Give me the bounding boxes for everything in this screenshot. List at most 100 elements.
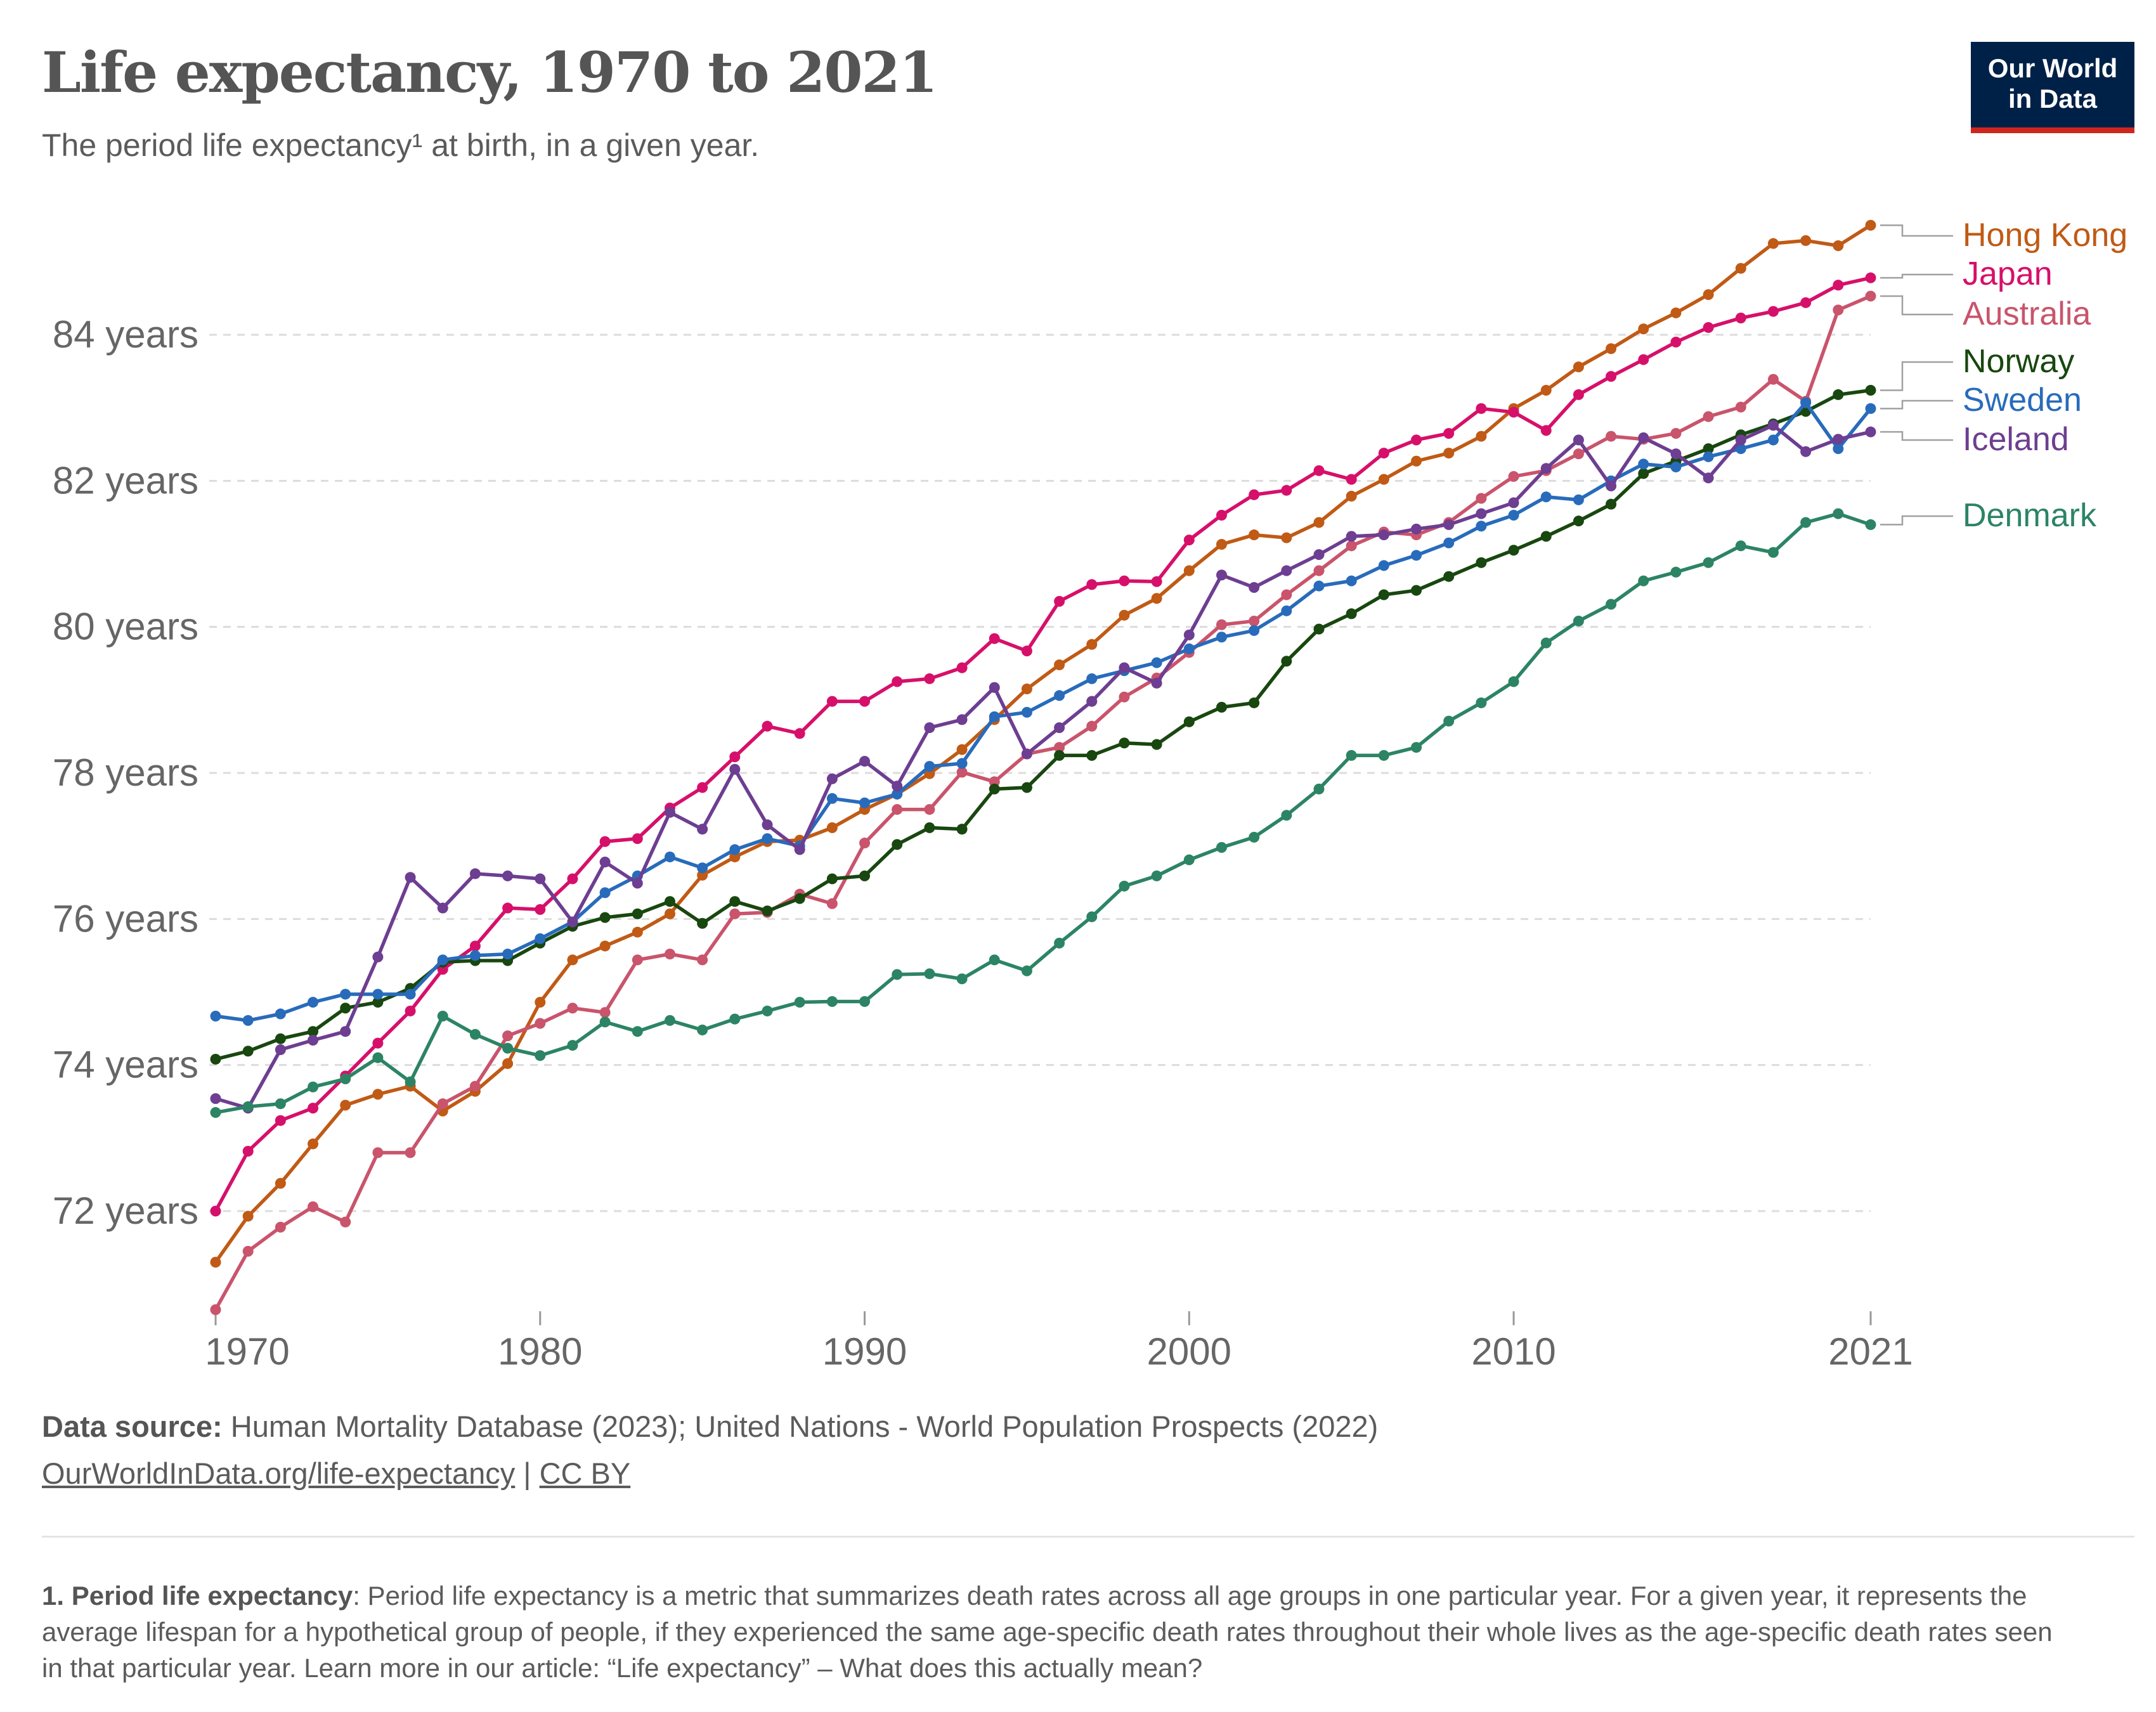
license-link[interactable]: CC BY <box>539 1456 631 1490</box>
data-point <box>632 954 643 966</box>
data-point <box>1703 557 1714 568</box>
data-point <box>1508 509 1519 521</box>
data-point <box>1313 565 1325 576</box>
legend-connector <box>1880 399 1953 410</box>
data-point <box>1249 489 1260 500</box>
data-point <box>437 1011 448 1022</box>
data-point <box>1054 690 1065 701</box>
data-point <box>1119 881 1130 892</box>
data-point <box>340 1099 351 1111</box>
data-point <box>826 696 838 707</box>
data-point <box>1606 599 1617 610</box>
data-point <box>242 1245 254 1257</box>
separator: | <box>515 1456 540 1490</box>
data-point <box>1540 637 1552 649</box>
data-point <box>697 824 708 835</box>
data-point <box>1346 531 1357 542</box>
data-point <box>1054 937 1065 949</box>
data-point <box>372 997 384 1008</box>
data-point <box>1606 343 1617 354</box>
data-point <box>1540 463 1552 474</box>
data-point <box>1378 589 1389 600</box>
data-point <box>242 1046 254 1057</box>
series-norway <box>210 385 1876 1065</box>
data-point <box>567 1040 578 1051</box>
source-url-link[interactable]: OurWorldInData.org/life-expectancy <box>42 1456 516 1490</box>
footnote-article-link[interactable]: “Life expectancy” – What does this actua… <box>607 1653 1203 1683</box>
data-point <box>1216 569 1227 581</box>
data-point <box>729 896 741 907</box>
data-point <box>502 1042 514 1054</box>
data-point <box>437 954 448 966</box>
data-source-text: Human Mortality Database (2023); United … <box>222 1410 1379 1443</box>
data-point <box>1346 608 1357 619</box>
data-point <box>1183 643 1195 654</box>
data-point <box>1313 517 1325 528</box>
data-point <box>567 916 578 928</box>
data-point <box>502 949 514 960</box>
data-point <box>1183 565 1195 576</box>
data-point <box>1703 472 1714 484</box>
legend-connector <box>1880 224 1953 237</box>
data-point <box>535 904 546 915</box>
data-point <box>664 949 675 960</box>
data-point <box>210 1107 221 1119</box>
data-point <box>664 807 675 818</box>
data-point <box>1800 397 1812 408</box>
data-point <box>1443 427 1455 439</box>
data-point <box>1865 426 1876 438</box>
data-point <box>1735 540 1746 552</box>
data-point <box>1833 508 1844 519</box>
data-point <box>859 838 871 849</box>
data-point <box>1865 290 1876 302</box>
series-line <box>215 512 1871 1115</box>
series-japan <box>210 272 1876 1217</box>
data-point <box>1540 385 1552 396</box>
data-point <box>1800 517 1812 528</box>
data-point <box>956 744 968 755</box>
data-point <box>1281 484 1292 496</box>
data-point <box>1767 434 1779 446</box>
legend-label: Australia <box>1963 295 2091 332</box>
data-point <box>1638 432 1649 443</box>
data-point <box>1086 673 1098 684</box>
data-point <box>469 940 481 952</box>
data-point <box>1540 425 1552 436</box>
data-point <box>599 1016 611 1028</box>
data-point <box>826 793 838 804</box>
data-point <box>1313 549 1325 561</box>
data-point <box>1021 748 1032 760</box>
data-point <box>989 783 1000 794</box>
data-point <box>275 1177 286 1189</box>
data-point <box>1119 691 1130 703</box>
data-point <box>729 844 741 855</box>
data-point <box>1735 434 1746 446</box>
data-point <box>1800 235 1812 246</box>
data-point <box>405 1147 416 1158</box>
data-point <box>1086 696 1098 707</box>
data-point <box>1346 491 1357 502</box>
data-point <box>1183 854 1195 866</box>
data-point <box>1833 280 1844 291</box>
data-point <box>1281 532 1292 543</box>
data-point <box>1151 677 1162 689</box>
data-point <box>989 682 1000 693</box>
legend-label: Iceland <box>1963 421 2069 458</box>
data-point <box>1606 480 1617 491</box>
data-point <box>1183 629 1195 640</box>
data-point <box>1249 625 1260 636</box>
data-point <box>794 997 805 1008</box>
owid-logo[interactable]: Our World in Data <box>1971 42 2134 133</box>
footnote-text: : Period life expectancy is a metric tha… <box>42 1581 2053 1683</box>
data-point <box>826 773 838 784</box>
data-point <box>697 918 708 929</box>
data-point <box>1411 550 1422 561</box>
data-point <box>340 1073 351 1085</box>
data-point <box>275 1098 286 1110</box>
data-point <box>1378 448 1389 459</box>
series-sweden <box>210 397 1876 1026</box>
data-point <box>1411 523 1422 535</box>
chart-title: Life expectancy, 1970 to 2021 <box>42 39 938 105</box>
data-point <box>1086 749 1098 761</box>
